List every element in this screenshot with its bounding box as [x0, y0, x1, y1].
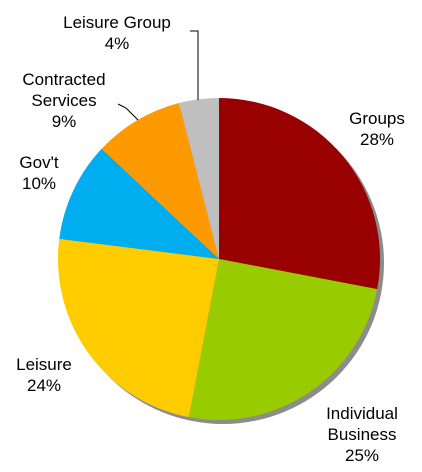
slice-name-contracted-services: Services	[31, 91, 96, 110]
slice-name-individual-business: Business	[328, 425, 397, 444]
pie-slice-leisure	[58, 238, 219, 418]
pie-slice-gov-t	[59, 148, 219, 259]
slice-value-groups: 28%	[360, 130, 394, 149]
leader-lines	[117, 30, 199, 121]
slice-label-individual-business: Individual Business 25%	[326, 404, 398, 465]
slice-value-gov-t: 10%	[22, 174, 56, 193]
slice-label-leisure-group: Leisure Group 4%	[63, 13, 171, 53]
slice-value-leisure-group: 4%	[105, 34, 130, 53]
slice-label-gov-t: Gov't 10%	[19, 153, 58, 193]
slice-value-leisure: 24%	[27, 376, 61, 395]
slice-name-leisure-group: Leisure Group	[63, 13, 171, 32]
pie-slices	[58, 98, 381, 421]
leader-line-contracted-services	[117, 103, 139, 121]
slice-name-groups: Groups	[349, 109, 405, 128]
slice-value-individual-business: 25%	[345, 446, 379, 465]
slice-label-groups: Groups 28%	[349, 109, 405, 149]
slice-name-gov-t: Gov't	[19, 153, 58, 172]
slice-name-leisure: Leisure	[16, 355, 72, 374]
slice-name-individual-business: Individual	[326, 404, 398, 423]
slice-labels: Groups 28% Individual Business 25% Leisure 24%…	[16, 13, 405, 465]
slice-label-leisure: Leisure 24%	[16, 355, 72, 395]
pie-slice-leisure-group	[178, 98, 219, 259]
pie-slice-contracted-services	[101, 103, 219, 259]
leader-line-leisure-group	[190, 30, 199, 100]
slice-value-contracted-services: 9%	[52, 112, 77, 131]
slice-label-contracted-services: Contracted Services 9%	[22, 70, 105, 131]
pie-slice-individual-business	[188, 259, 378, 421]
pie-slice-groups	[219, 98, 381, 290]
slice-name-contracted-services: Contracted	[22, 70, 105, 89]
